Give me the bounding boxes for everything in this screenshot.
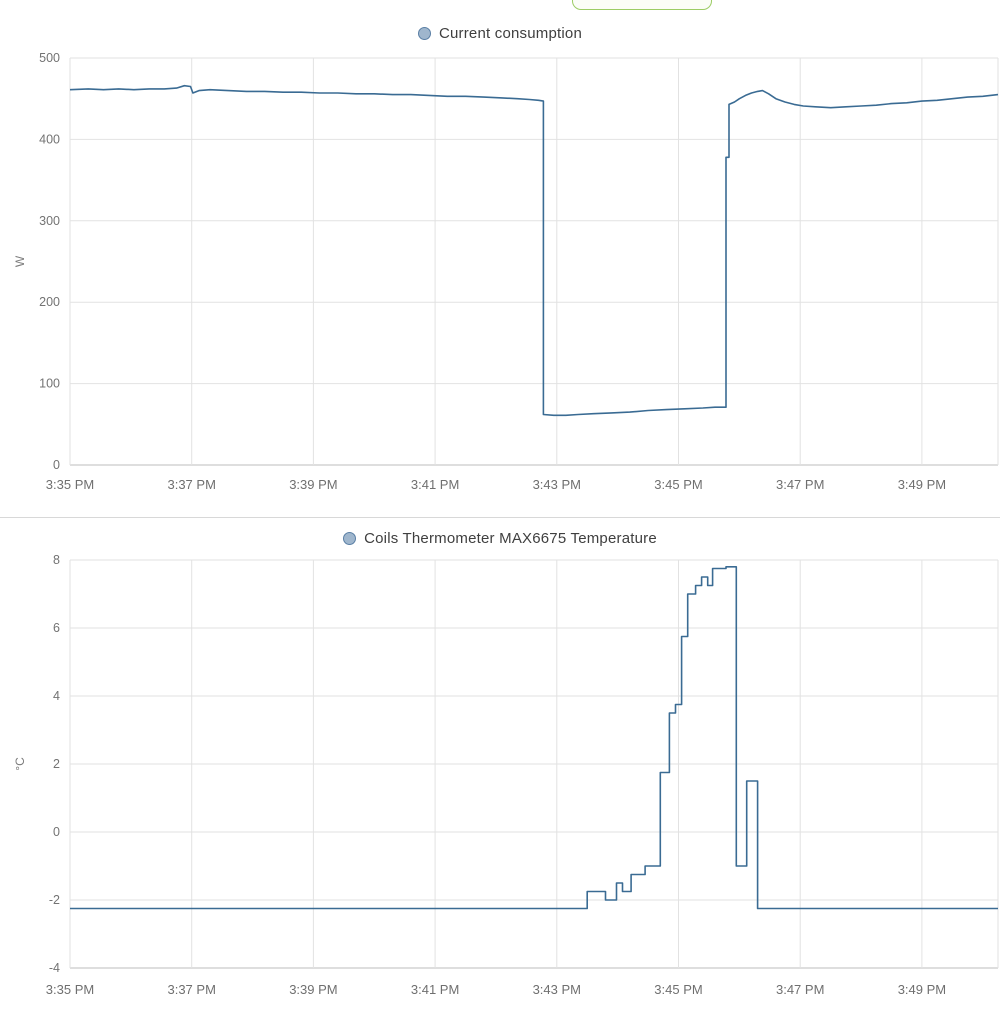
legend-dot-temperature-icon[interactable]	[343, 531, 357, 545]
svg-text:3:39 PM: 3:39 PM	[289, 477, 337, 492]
svg-text:3:41 PM: 3:41 PM	[411, 982, 459, 997]
svg-text:3:41 PM: 3:41 PM	[411, 477, 459, 492]
svg-text:3:45 PM: 3:45 PM	[654, 982, 702, 997]
svg-text:3:47 PM: 3:47 PM	[776, 982, 824, 997]
svg-text:3:45 PM: 3:45 PM	[654, 477, 702, 492]
svg-text:3:35 PM: 3:35 PM	[46, 477, 94, 492]
svg-text:°C: °C	[13, 757, 27, 771]
temperature-chart-title: Coils Thermometer MAX6675 Temperature	[364, 529, 657, 547]
svg-text:3:37 PM: 3:37 PM	[167, 982, 215, 997]
power-chart-plot[interactable]: 0 100 200 300 400 500 3:35 PM 3:37 PM 3:39 PM 3:4…	[0, 48, 1000, 517]
temperature-chart-card: Coils Thermometer MAX6675 Temperature -4…	[0, 517, 1000, 1027]
svg-text:3:43 PM: 3:43 PM	[533, 477, 581, 492]
svg-text:3:37 PM: 3:37 PM	[167, 477, 215, 492]
svg-text:8: 8	[53, 553, 60, 567]
power-chart-title: Current consumption	[438, 24, 583, 42]
svg-text:100: 100	[39, 377, 60, 391]
svg-text:6: 6	[53, 621, 60, 635]
temperature-chart-header: Coils Thermometer MAX6675 Temperature	[0, 518, 1000, 553]
svg-text:3:39 PM: 3:39 PM	[289, 982, 337, 997]
svg-text:500: 500	[39, 51, 60, 65]
svg-text:3:35 PM: 3:35 PM	[46, 982, 94, 997]
svg-text:-4: -4	[49, 961, 60, 975]
svg-text:3:47 PM: 3:47 PM	[776, 477, 824, 492]
legend-dot-power-icon[interactable]	[417, 26, 431, 40]
svg-text:3:49 PM: 3:49 PM	[898, 982, 946, 997]
svg-text:W: W	[13, 255, 27, 267]
temperature-chart-plot[interactable]: -4 -2 0 2 4 6 8 3:35 PM 3:37 PM 3:39 PM 3:41 PM 3:4…	[0, 553, 1000, 1027]
partial-pill-button[interactable]	[572, 0, 712, 10]
svg-text:0: 0	[53, 825, 60, 839]
svg-text:200: 200	[39, 295, 60, 309]
svg-text:0: 0	[53, 458, 60, 472]
svg-text:3:43 PM: 3:43 PM	[533, 982, 581, 997]
svg-text:300: 300	[39, 214, 60, 228]
svg-text:2: 2	[53, 757, 60, 771]
svg-text:400: 400	[39, 132, 60, 146]
power-chart-header: Current consumption	[0, 0, 1000, 48]
svg-text:3:49 PM: 3:49 PM	[898, 477, 946, 492]
svg-text:-2: -2	[49, 893, 60, 907]
power-chart-card: Current consumption 0 100 200 300 400 500 3:35…	[0, 0, 1000, 517]
svg-text:4: 4	[53, 689, 60, 703]
